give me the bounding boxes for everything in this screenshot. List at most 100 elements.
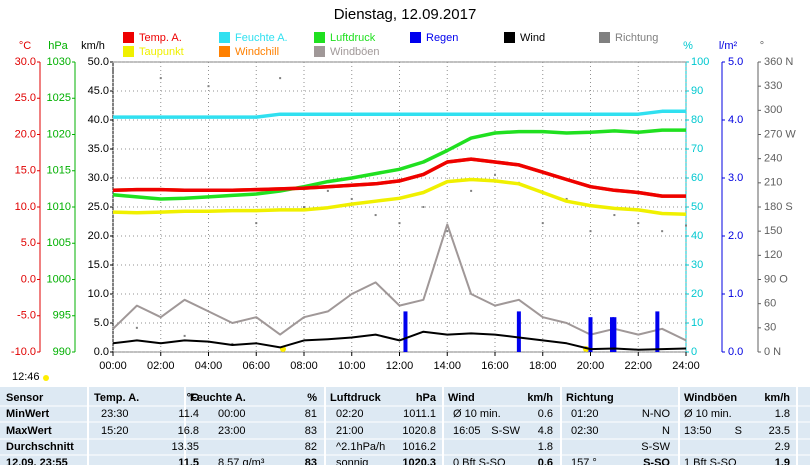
table-cell: N-NO [642,408,671,420]
axis-unit: km/h [81,40,105,52]
series-line [112,157,686,198]
y-tick-label: 5.0 [728,56,743,68]
legend-swatch [410,32,421,43]
y-tick-label: 40.0 [88,114,109,126]
x-tick-label: 14:00 [433,360,461,372]
y-tick-label: 60 [764,298,776,310]
table-background [0,387,810,465]
x-tick-label: 18:00 [529,360,557,372]
y-tick-label: 1000 [47,273,71,285]
legend-label: Richtung [615,32,658,44]
legend-swatch [314,46,325,57]
table-cell: Richtung [566,392,614,404]
table-cell: 81 [305,408,317,420]
table-cell: Wind [448,392,475,404]
legend-label: Feuchte A. [235,32,288,44]
table-cell: 23:00 [218,425,246,437]
table-cell: 02:30 [571,425,599,437]
table-cell: Temp. A. [94,392,139,404]
direction-dot [374,214,377,217]
y-tick-label: 120 [764,249,782,261]
y-tick-label: 15.0 [15,165,36,177]
series-line [112,330,687,351]
table-cell: 1.8 [538,441,553,453]
legend-label: Taupunkt [139,46,184,58]
table-cell: Luftdruck [330,392,382,404]
table-cell: 1.8 [775,408,790,420]
table-cell: N [662,425,670,437]
table-cell: S-SO [643,457,670,465]
legend-swatch [314,32,325,43]
y-tick-label: 10 [691,317,703,329]
direction-dot [470,189,473,192]
direction-dot [637,222,640,225]
y-tick-label: 0 [691,346,697,358]
table-cell: MaxWert [6,425,52,437]
y-tick-label: 15.0 [88,259,109,271]
y-tick-label: 50 [691,201,703,213]
y-tick-label: 210 [764,177,782,189]
direction-dot [279,77,282,80]
table-cell: 1011.1 [403,408,436,420]
legend-swatch [599,32,610,43]
direction-dot [350,197,353,200]
table-cell: 13.35 [171,441,199,453]
rain-bar [612,317,617,352]
table-cell: 21:00 [336,425,364,437]
table-cell: % [307,392,317,404]
y-tick-label: 100 [691,56,709,68]
x-tick-label: 08:00 [290,360,318,372]
table-cell: ^2.1hPa/h [336,441,385,453]
y-tick-label: 20 [691,288,703,300]
y-tick-label: 0.0 [728,346,743,358]
table-cell: 0.6 [538,408,553,420]
table-cell: 83 [305,425,317,437]
y-tick-label: 995 [53,310,71,322]
table-cell: 1 Bft S-SO [684,457,737,465]
y-tick-label: -10.0 [11,346,36,358]
axis-unit: % [683,40,693,52]
direction-dot [207,85,210,88]
direction-dot [326,189,329,192]
direction-dot [422,206,425,208]
x-tick-label: 04:00 [195,360,223,372]
y-tick-label: 1015 [47,165,71,177]
table-cell: 15:20 [101,425,129,437]
y-tick-label: 1010 [47,201,71,213]
y-tick-label: 240 [764,153,782,165]
x-tick-label: 20:00 [577,360,605,372]
y-tick-label: 80 [691,114,703,126]
legend-label: Regen [426,32,458,44]
table-cell: km/h [527,392,553,404]
chart-title: Dienstag, 12.09.2017 [334,6,477,23]
y-tick-label: 45.0 [88,85,109,97]
y-tick-label: 30 [764,322,776,334]
y-tick-label: 3.0 [728,172,743,184]
y-tick-label: 90 O [764,273,788,285]
table-cell: 1020.3 [402,457,436,465]
y-tick-label: 30.0 [15,56,36,68]
table-cell: 82 [305,441,317,453]
legend-label: Wind [520,32,545,44]
x-tick-label: 02:00 [147,360,175,372]
series-line [113,109,686,119]
table-cell: MinWert [6,408,50,420]
legend-label: Windchill [235,46,279,58]
y-tick-label: 0.0 [94,346,109,358]
direction-dot [589,230,592,233]
rain-bar [609,317,614,352]
series-line [112,128,686,201]
legend-label: Windböen [330,46,380,58]
table-cell: 1.9 [775,457,790,465]
table-cell: 16.8 [178,425,199,437]
direction-dot [685,224,687,227]
legend-swatch [219,46,230,57]
y-tick-label: 25.0 [88,201,109,213]
table-cell: 8.57 g/m³ [218,457,265,465]
direction-dot [183,334,186,337]
direction-dot [135,326,138,329]
direction-dot [565,197,568,200]
x-tick-label: 12:00 [386,360,414,372]
direction-dot [494,173,496,176]
